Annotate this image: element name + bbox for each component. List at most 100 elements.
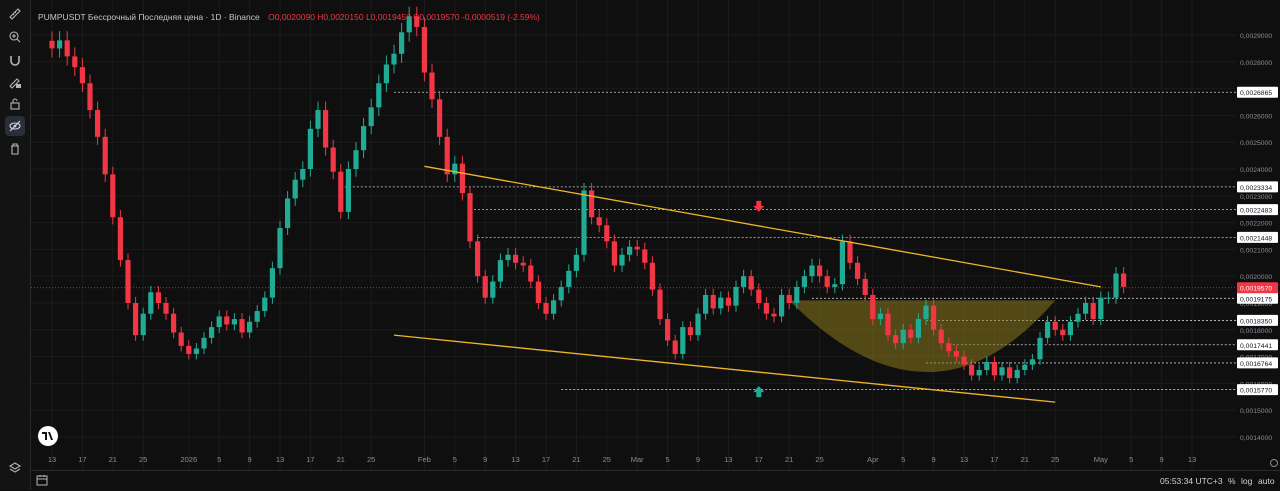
candle-body[interactable]	[1045, 321, 1051, 338]
candle-body[interactable]	[497, 260, 503, 282]
candle-body[interactable]	[376, 83, 382, 108]
candle-body[interactable]	[855, 262, 861, 279]
candle-body[interactable]	[1060, 329, 1066, 336]
zoom-in-icon[interactable]	[5, 27, 25, 47]
candle-body[interactable]	[1022, 364, 1028, 370]
candle-body[interactable]	[399, 32, 405, 54]
candle-body[interactable]	[368, 107, 374, 127]
candle-body[interactable]	[581, 190, 587, 255]
candle-body[interactable]	[171, 313, 177, 333]
candle-body[interactable]	[1083, 303, 1089, 314]
candle-body[interactable]	[657, 289, 663, 320]
candle-body[interactable]	[969, 364, 975, 376]
candle-body[interactable]	[801, 276, 807, 287]
candle-body[interactable]	[300, 169, 306, 180]
candle-body[interactable]	[444, 136, 450, 175]
ruler-icon[interactable]	[5, 4, 25, 24]
candle-body[interactable]	[771, 313, 777, 317]
lower-trendline[interactable]	[393, 334, 1056, 403]
candle-body[interactable]	[832, 284, 838, 287]
candle-body[interactable]	[824, 276, 830, 287]
candle-body[interactable]	[452, 163, 458, 175]
magnet-icon[interactable]	[5, 50, 25, 70]
candle-body[interactable]	[589, 190, 595, 218]
candle-body[interactable]	[642, 249, 648, 263]
candle-body[interactable]	[345, 169, 351, 212]
candle-body[interactable]	[361, 126, 367, 151]
candle-body[interactable]	[421, 26, 427, 73]
upper-trendline[interactable]	[424, 165, 1101, 288]
candle-body[interactable]	[999, 367, 1005, 376]
layers-icon[interactable]	[5, 458, 25, 478]
candle-body[interactable]	[201, 337, 207, 349]
candle-body[interactable]	[1037, 337, 1043, 360]
candle-body[interactable]	[961, 356, 967, 365]
candle-body[interactable]	[1014, 370, 1020, 379]
candle-body[interactable]	[543, 303, 549, 314]
candle-body[interactable]	[224, 316, 230, 325]
candle-body[interactable]	[391, 53, 397, 65]
candle-body[interactable]	[186, 345, 192, 354]
level-price-badge[interactable]	[1237, 204, 1278, 216]
candle-body[interactable]	[163, 303, 169, 314]
candle-body[interactable]	[528, 265, 534, 282]
candle-body[interactable]	[733, 286, 739, 306]
candle-body[interactable]	[1105, 297, 1111, 299]
log-toggle[interactable]: log	[1241, 476, 1253, 486]
candle-body[interactable]	[862, 278, 868, 295]
candle-body[interactable]	[482, 276, 488, 298]
eye-hide-icon[interactable]	[5, 116, 25, 136]
candle-body[interactable]	[984, 361, 990, 370]
candle-body[interactable]	[513, 254, 519, 263]
candle-body[interactable]	[847, 241, 853, 263]
candle-body[interactable]	[558, 286, 564, 301]
candle-body[interactable]	[95, 110, 101, 137]
candle-body[interactable]	[619, 254, 625, 266]
candle-body[interactable]	[414, 16, 420, 27]
candle-body[interactable]	[634, 246, 640, 250]
candle-body[interactable]	[741, 276, 747, 287]
candle-body[interactable]	[467, 193, 473, 242]
candle-body[interactable]	[604, 225, 610, 242]
candle-body[interactable]	[703, 294, 709, 314]
candle-body[interactable]	[277, 227, 283, 269]
candle-body[interactable]	[49, 40, 55, 49]
trash-icon[interactable]	[5, 139, 25, 159]
candle-body[interactable]	[893, 335, 899, 344]
price-chart[interactable]: 13 17 21 25 2026 5 9 13 17 21 25 Feb 5 9 13 17 21 25 Mar 5 9…	[31, 0, 1236, 470]
tradingview-logo[interactable]	[38, 426, 58, 446]
candle-body[interactable]	[946, 343, 952, 352]
percent-toggle[interactable]: %	[1228, 476, 1236, 486]
candle-body[interactable]	[57, 40, 63, 49]
candle-body[interactable]	[756, 289, 762, 303]
candle-body[interactable]	[839, 241, 845, 285]
candle-body[interactable]	[1075, 313, 1081, 322]
candle-body[interactable]	[155, 292, 161, 303]
candle-body[interactable]	[231, 319, 237, 325]
candle-body[interactable]	[877, 313, 883, 320]
candle-body[interactable]	[490, 281, 496, 298]
candle-body[interactable]	[1098, 297, 1104, 320]
candle-body[interactable]	[1029, 359, 1035, 365]
candle-body[interactable]	[725, 297, 731, 306]
candle-body[interactable]	[148, 292, 154, 314]
candle-body[interactable]	[672, 340, 678, 354]
candle-body[interactable]	[1007, 367, 1013, 379]
candle-body[interactable]	[406, 16, 412, 33]
candle-body[interactable]	[931, 305, 937, 330]
candle-body[interactable]	[649, 262, 655, 290]
candle-body[interactable]	[991, 361, 997, 376]
candle-body[interactable]	[535, 281, 541, 303]
auto-toggle[interactable]: auto	[1258, 476, 1275, 486]
calendar-icon[interactable]	[36, 474, 48, 488]
candle-body[interactable]	[611, 241, 617, 266]
current-price-badge[interactable]	[1237, 282, 1278, 294]
candle-body[interactable]	[133, 303, 139, 336]
candle-body[interactable]	[665, 319, 671, 341]
candle-body[interactable]	[870, 294, 876, 320]
candle-body[interactable]	[938, 329, 944, 344]
candle-body[interactable]	[680, 327, 686, 354]
level-price-badge[interactable]	[1237, 86, 1278, 98]
level-price-badge[interactable]	[1237, 314, 1278, 326]
settings-icon[interactable]	[1270, 459, 1278, 467]
